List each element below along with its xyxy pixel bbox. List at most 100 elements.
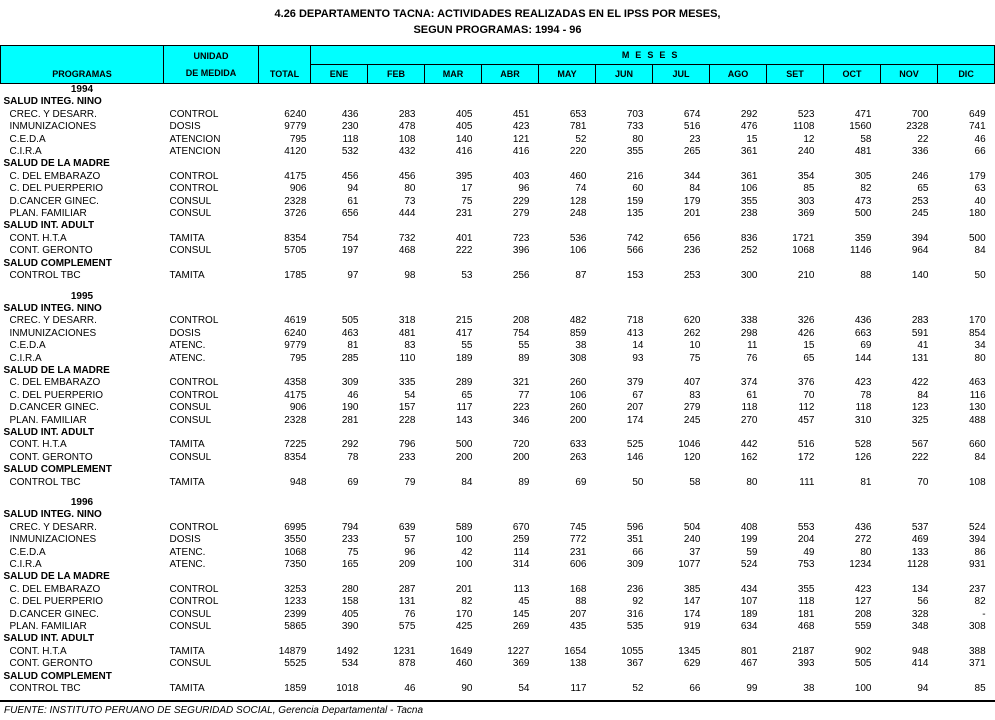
month-value-cell-jun: 67 bbox=[632, 389, 644, 401]
month-value-cell-oct: 1234 bbox=[849, 559, 872, 571]
unidad-cell: CONTROL bbox=[169, 389, 219, 401]
month-value-cell-mar: 416 bbox=[455, 146, 473, 158]
section-row: SALUD COMPLEMENT bbox=[1, 258, 995, 270]
month-value-cell-nov: 70 bbox=[917, 476, 929, 488]
month-value-cell-dic: 85 bbox=[974, 683, 986, 695]
month-value-cell-may: 653 bbox=[569, 108, 587, 120]
month-value-cell-mar: 189 bbox=[455, 352, 473, 364]
month-value-cell-may: 772 bbox=[569, 534, 587, 546]
month-value-cell-may: 69 bbox=[575, 476, 587, 488]
month-value-cell-may: 781 bbox=[569, 121, 587, 133]
month-value-cell-abr: 208 bbox=[512, 315, 530, 327]
total-cell: 8354 bbox=[284, 451, 307, 463]
unidad-cell: CONTROL bbox=[169, 583, 219, 595]
month-value-cell-oct: 902 bbox=[854, 645, 872, 657]
table-body: 1994 SALUD INTEG. NINO CREC. Y DESARR. CONT… bbox=[1, 84, 995, 696]
month-value-cell-jun: 146 bbox=[626, 451, 644, 463]
month-value-cell-ago: 270 bbox=[740, 414, 758, 426]
month-value-cell-mar: 401 bbox=[455, 232, 473, 244]
unidad-cell: ATENC. bbox=[169, 546, 206, 558]
month-value-cell-abr: 96 bbox=[518, 183, 530, 195]
month-value-cell-ago: 61 bbox=[746, 389, 758, 401]
month-value-cell-mar: 140 bbox=[455, 133, 473, 145]
total-cell: 906 bbox=[289, 183, 307, 195]
total-cell: 2399 bbox=[284, 608, 307, 620]
month-value-cell-jun: 596 bbox=[626, 521, 644, 533]
month-value-cell-oct: 118 bbox=[855, 402, 872, 414]
month-value-cell-oct: 423 bbox=[854, 377, 872, 389]
month-value-cell-ene: 81 bbox=[347, 340, 359, 352]
total-cell: 2328 bbox=[284, 195, 307, 207]
table-row: D.CANCER GINEC. CONSUL 2328 61 73 75 229 128 159… bbox=[1, 196, 995, 208]
section-label: SALUD INT. ADULT bbox=[3, 220, 95, 232]
table-row: CONTROL TBC TAMITA 948 69 79 84 89 69 50 58 80 111 8… bbox=[1, 477, 995, 489]
month-value-cell-ene: 505 bbox=[341, 315, 359, 327]
month-value-cell-feb: 233 bbox=[398, 451, 416, 463]
table-row: C.E.D.A ATENC. 1068 75 96 42 114 231 66 37 59 49 80 1… bbox=[1, 547, 995, 559]
month-value-cell-abr: 55 bbox=[518, 340, 530, 352]
total-cell: 795 bbox=[289, 352, 307, 364]
month-value-cell-mar: 405 bbox=[455, 121, 473, 133]
month-value-cell-jun: 351 bbox=[626, 534, 644, 546]
month-value-cell-ene: 532 bbox=[341, 146, 359, 158]
month-value-cell-set: 181 bbox=[797, 608, 815, 620]
month-value-cell-jul: 10 bbox=[689, 340, 701, 352]
month-value-cell-nov: 325 bbox=[911, 414, 929, 426]
month-value-cell-feb: 73 bbox=[404, 195, 416, 207]
source-note: FUENTE: INSTITUTO PERUANO DE SEGURIDAD S… bbox=[0, 700, 995, 716]
section-row: SALUD DE LA MADRE bbox=[1, 571, 995, 583]
month-value-cell-ene: 190 bbox=[341, 402, 359, 414]
section-label: SALUD INT. ADULT bbox=[3, 426, 95, 438]
col-header-meses: MESES bbox=[309, 45, 995, 65]
total-cell: 4120 bbox=[284, 146, 307, 158]
month-value-cell-oct: 208 bbox=[854, 608, 872, 620]
month-value-cell-set: 85 bbox=[803, 183, 815, 195]
spacer-row bbox=[1, 489, 995, 497]
month-value-cell-may: 633 bbox=[569, 439, 587, 451]
month-value-cell-abr: 720 bbox=[512, 439, 530, 451]
month-value-cell-oct: 58 bbox=[860, 133, 872, 145]
month-value-cell-set: 112 bbox=[798, 402, 815, 414]
col-header-unidad-line1: UNIDAD bbox=[193, 50, 229, 61]
table-row: INMUNIZACIONES DOSIS 9779 230 478 405 423 781 73… bbox=[1, 121, 995, 133]
month-value-cell-ago: 238 bbox=[740, 208, 758, 220]
month-value-cell-jun: 52 bbox=[632, 683, 644, 695]
col-header-month-ene: ENE bbox=[310, 64, 368, 84]
col-header-month-jun: JUN bbox=[595, 64, 653, 84]
unidad-cell: ATENC. bbox=[169, 340, 206, 352]
unidad-cell: TAMITA bbox=[169, 232, 205, 244]
total-cell: 5705 bbox=[284, 245, 307, 257]
month-value-cell-abr: 269 bbox=[512, 621, 530, 633]
month-value-cell-set: 553 bbox=[797, 521, 815, 533]
month-value-cell-feb: 80 bbox=[404, 183, 416, 195]
table-row: CONTROL TBC TAMITA 1785 97 98 53 256 87 153 253 30… bbox=[1, 270, 995, 282]
month-value-cell-ago: 467 bbox=[740, 658, 758, 670]
month-value-cell-abr: 200 bbox=[512, 451, 530, 463]
month-value-cell-ene: 75 bbox=[347, 546, 359, 558]
month-value-cell-feb: 110 bbox=[399, 352, 416, 364]
month-value-cell-mar: 460 bbox=[455, 658, 473, 670]
unidad-cell: CONSUL bbox=[169, 402, 212, 414]
programa-cell: C.I.R.A bbox=[9, 559, 42, 571]
month-value-cell-nov: 469 bbox=[911, 534, 929, 546]
unidad-cell: CONTROL bbox=[169, 315, 219, 327]
programa-cell: C.I.R.A bbox=[9, 352, 42, 364]
month-value-cell-dic: 116 bbox=[969, 389, 986, 401]
month-value-cell-ene: 165 bbox=[341, 559, 359, 571]
month-value-cell-ene: 436 bbox=[341, 108, 359, 120]
month-value-cell-feb: 157 bbox=[398, 402, 416, 414]
programa-cell: D.CANCER GINEC. bbox=[9, 195, 99, 207]
unidad-cell: CONSUL bbox=[169, 451, 212, 463]
month-value-cell-mar: 500 bbox=[455, 439, 473, 451]
unidad-cell: CONTROL bbox=[169, 521, 219, 533]
month-value-cell-ene: 118 bbox=[342, 133, 359, 145]
table-row: CONT. GERONTO CONSUL 5525 534 878 460 369 138 36… bbox=[1, 658, 995, 670]
month-value-cell-dic: 130 bbox=[968, 402, 986, 414]
programa-cell: C.E.D.A bbox=[9, 546, 46, 558]
table-row: INMUNIZACIONES DOSIS 3550 233 57 100 259 772 351… bbox=[1, 534, 995, 546]
table-row: C.E.D.A ATENC. 9779 81 83 55 55 38 14 10 11 15 69 41 3… bbox=[1, 340, 995, 352]
month-value-cell-oct: 473 bbox=[854, 195, 872, 207]
month-value-cell-ago: 76 bbox=[746, 352, 758, 364]
month-value-cell-oct: 144 bbox=[854, 352, 872, 364]
month-value-cell-dic: - bbox=[982, 608, 986, 620]
